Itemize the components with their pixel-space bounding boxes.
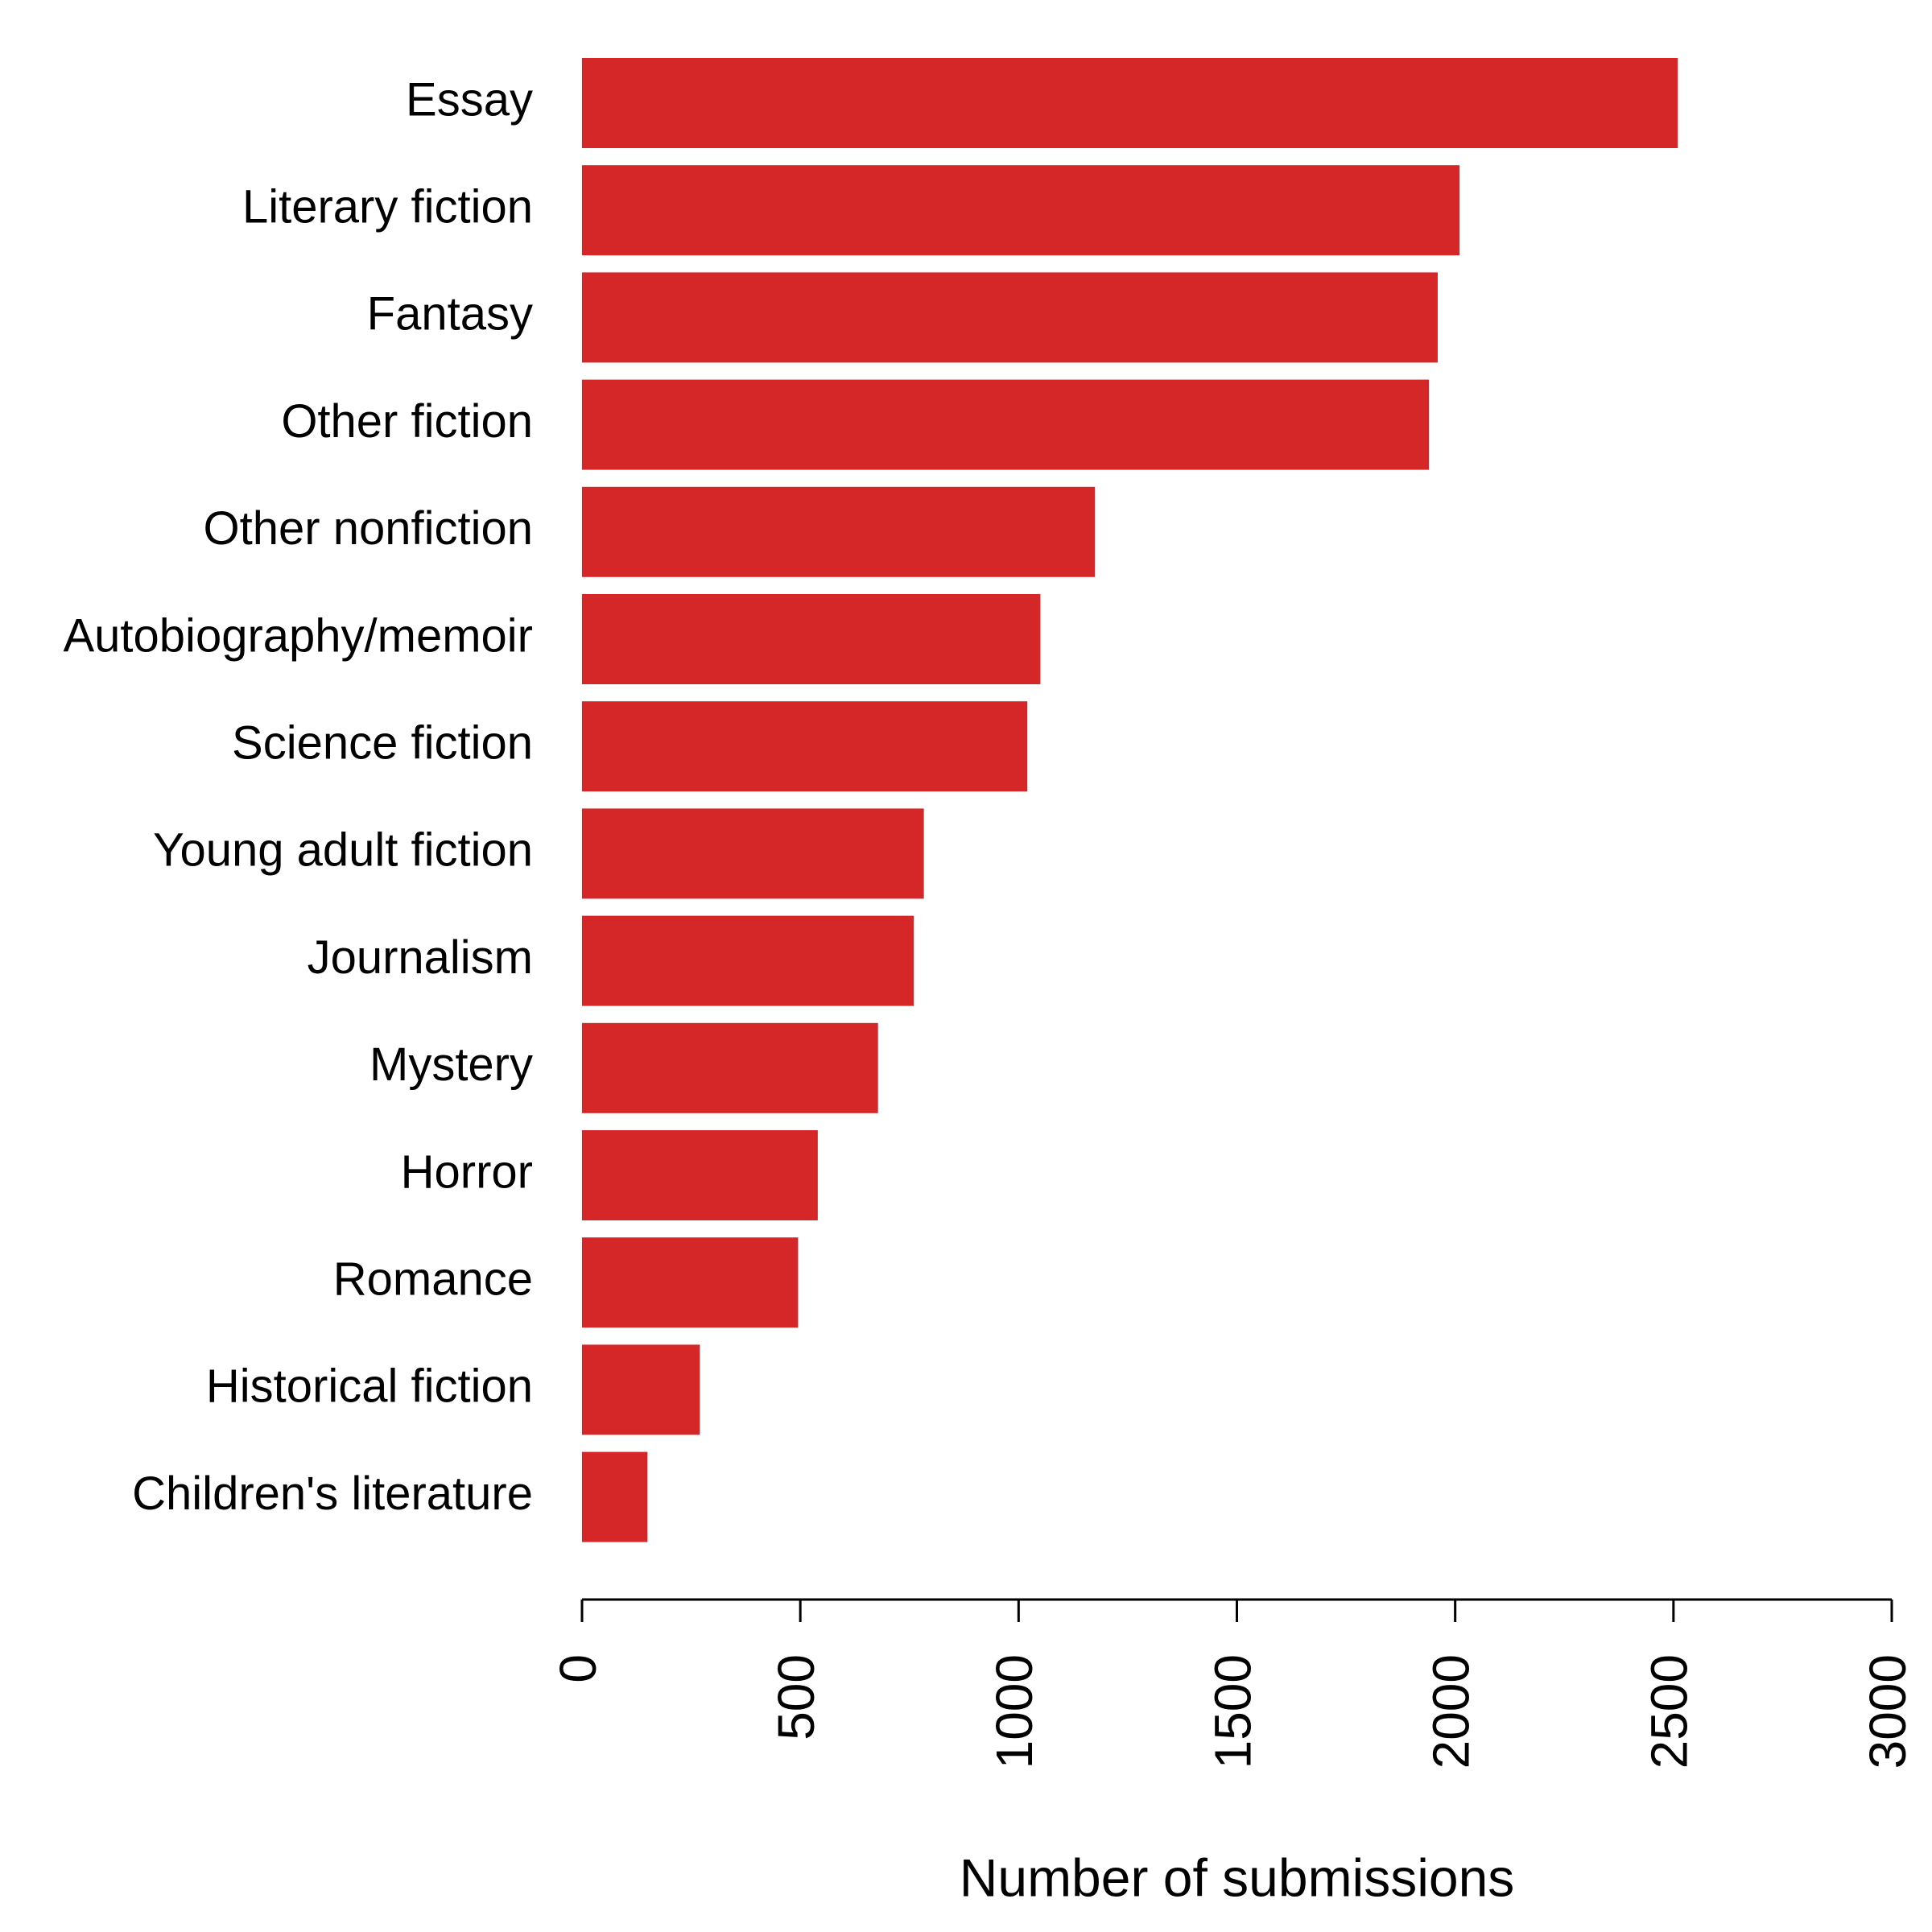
bar [582, 272, 1438, 363]
category-label: Historical fiction [206, 1360, 533, 1413]
bar [582, 1344, 700, 1435]
bar [582, 594, 1041, 684]
x-tick-label: 3000 [1859, 1654, 1917, 1769]
category-label: Children's literature [132, 1468, 533, 1520]
category-label: Science fiction [232, 717, 533, 770]
bar [582, 486, 1096, 577]
bars-group [582, 58, 1678, 1542]
bar [582, 1237, 799, 1328]
category-label: Autobiography/memoir [63, 609, 533, 662]
x-tick-label: 500 [767, 1654, 825, 1740]
bar [582, 58, 1678, 148]
x-tick-label: 1500 [1203, 1654, 1261, 1769]
category-label: Young adult fiction [153, 824, 533, 877]
category-label: Romance [333, 1253, 533, 1306]
category-label: Horror [401, 1146, 533, 1198]
bar [582, 1022, 878, 1113]
category-label: Other fiction [281, 395, 533, 448]
bar [582, 165, 1460, 256]
category-label: Fantasy [367, 288, 533, 341]
x-axis: 0 500 1000 1500 2000 2500 3000 [549, 1598, 1917, 1769]
x-tick-label: 2000 [1422, 1654, 1480, 1769]
category-labels-group: Essay Literary fiction Fantasy Other fictio… [63, 73, 533, 1520]
category-label: Literary fiction [242, 181, 533, 233]
x-axis-title: Number of submissions [960, 1847, 1515, 1907]
bar [582, 1451, 648, 1542]
x-ticks-group: 0 500 1000 1500 2000 2500 3000 [549, 1600, 1917, 1769]
category-label: Other nonfiction [204, 502, 533, 555]
x-tick-label: 2500 [1641, 1654, 1699, 1769]
category-label: Journalism [308, 931, 533, 984]
category-label: Essay [406, 73, 533, 126]
x-tick-label: 1000 [985, 1654, 1043, 1769]
bar [582, 701, 1028, 792]
bar [582, 915, 914, 1006]
bar [582, 808, 924, 899]
bar [582, 1130, 818, 1220]
category-label: Mystery [369, 1038, 533, 1091]
x-tick-label: 0 [549, 1654, 607, 1683]
bar [582, 379, 1430, 470]
